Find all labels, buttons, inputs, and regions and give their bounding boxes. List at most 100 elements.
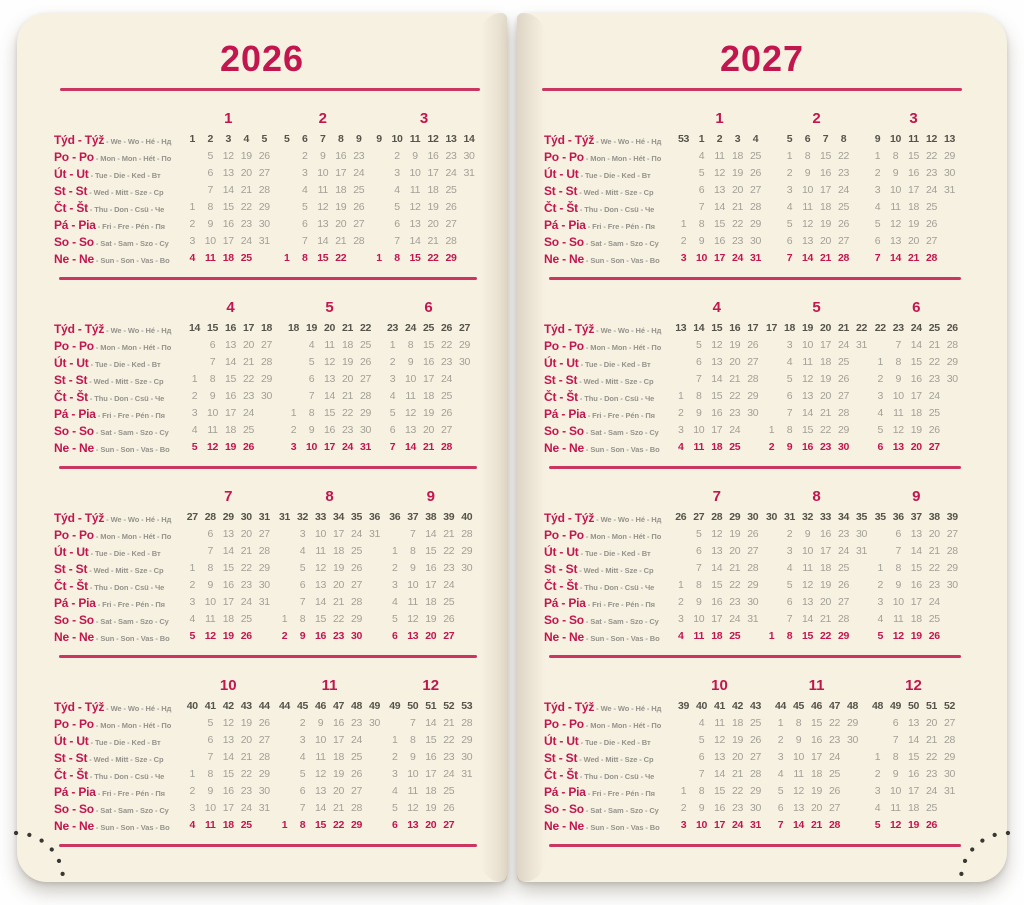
- day-number: 16: [222, 785, 234, 797]
- week-number: 10: [889, 133, 902, 145]
- day-number: 30: [458, 356, 471, 368]
- day-number: 16: [711, 596, 723, 608]
- week-number: 24: [910, 322, 922, 334]
- day-label-multilingual: - Sat - Sam - Szo - Су: [93, 617, 169, 626]
- day-numbers-row: 1 8 15 22 29: [386, 732, 476, 749]
- day-number: 12: [713, 734, 726, 746]
- day-numbers-row: 2 9 16 23 30: [763, 439, 871, 456]
- day-number: 10: [889, 785, 902, 797]
- day-number: [672, 526, 690, 543]
- day-number: 6: [698, 751, 705, 763]
- day-number: 16: [425, 751, 437, 763]
- day-row-label: Týd - Týž - We - Wo - Hé - Нд: [544, 509, 671, 526]
- week-number: 8: [337, 133, 344, 145]
- day-numbers-row: 4 11 18 25: [386, 594, 476, 611]
- sunday-number: 28: [440, 441, 453, 453]
- day-numbers-row: 1 8 15 22 29: [384, 337, 474, 354]
- day-numbers-row: 4 11 18 25: [278, 182, 368, 199]
- sunday-number: 3: [680, 252, 687, 264]
- month-slot: 11 44 45 46 47 48 1 8 15 22 29 2 9 16 23 30 3 10 17 24 4 11 18…: [768, 674, 865, 834]
- day-number: 29: [749, 785, 762, 797]
- day-numbers-row: 6 13 20 27: [675, 182, 765, 199]
- day-number: [366, 594, 384, 611]
- day-number: 28: [461, 528, 473, 540]
- day-number: 24: [350, 734, 363, 746]
- day-number: [871, 337, 889, 354]
- day-number: 21: [240, 751, 252, 763]
- day-number: 20: [242, 339, 255, 351]
- day-number: 24: [928, 390, 940, 402]
- day-row-label: Týd - Týž - We - Wo - Hé - Нд: [544, 698, 671, 715]
- day-numbers-row: 2 9 16 23 30: [672, 594, 762, 611]
- sunday-number: 10: [305, 441, 318, 453]
- day-number: 8: [207, 562, 214, 574]
- day-number: [456, 388, 474, 405]
- month-number: 5: [812, 299, 821, 316]
- day-numbers-row: 1 8 15 22 29: [370, 250, 478, 267]
- day-number: 30: [747, 407, 759, 419]
- day-number: [276, 783, 294, 800]
- day-number: 29: [258, 562, 270, 574]
- week-number: 32: [801, 511, 814, 523]
- sunday-number: 27: [443, 819, 455, 831]
- day-label-multilingual: - Wed - Mitt - Sze - Ср: [577, 755, 654, 764]
- day-number: 25: [925, 802, 938, 814]
- day-number: 1: [290, 407, 297, 419]
- sunday-number: 25: [729, 441, 741, 453]
- day-row-label: Čt - Št - Thu - Don - Csü - Че: [54, 766, 181, 783]
- day-number: 2: [290, 424, 297, 436]
- day-number: 5: [698, 734, 705, 746]
- day-number: 18: [819, 201, 832, 213]
- day-number: 19: [910, 424, 922, 436]
- day-number: 15: [711, 390, 723, 402]
- quarter-grid: Týd - Týž - We - Wo - Hé - Нд Po - Po - M…: [54, 296, 478, 456]
- day-numbers-row: 4 11 18 25: [386, 783, 476, 800]
- day-numbers-row: 5 12 19 26: [370, 199, 478, 216]
- day-number: 21: [925, 734, 938, 746]
- day-number: 24: [440, 373, 453, 385]
- week-numbers-row: 22 23 24 25 26: [871, 320, 961, 337]
- day-number: 5: [877, 424, 884, 436]
- day-number: 27: [445, 218, 457, 230]
- day-label-czech-slovak: Čt - Št: [544, 201, 578, 215]
- day-number: 31: [258, 235, 270, 247]
- day-numbers-row: 6 13 20 27: [763, 388, 871, 405]
- day-number: 27: [837, 596, 850, 608]
- day-numbers-row: 6 13 20 27: [869, 715, 959, 732]
- day-numbers-row: 7 14 21 28: [285, 388, 375, 405]
- day-number: [853, 371, 871, 388]
- day-number: 2: [301, 150, 308, 162]
- day-number: 13: [222, 528, 234, 540]
- day-number: 26: [925, 218, 938, 230]
- day-numbers-row: 2 9 16 23: [781, 165, 853, 182]
- day-number: 31: [943, 785, 956, 797]
- sunday-number: [941, 817, 959, 834]
- day-number: 10: [204, 596, 216, 608]
- day-number: 10: [407, 579, 419, 591]
- day-number: 6: [786, 596, 793, 608]
- day-number: 13: [222, 734, 234, 746]
- day-number: 23: [731, 802, 744, 814]
- day-number: 6: [299, 785, 306, 797]
- day-number: 6: [308, 373, 315, 385]
- day-number: 4: [391, 596, 398, 608]
- month-slot: 9 36 37 38 39 40 7 14 21 28 1 8 15 22 29 2 9 16 23 30 3 10 17 2…: [384, 485, 479, 645]
- day-number: [285, 371, 303, 388]
- day-number: 19: [341, 356, 354, 368]
- day-number: 7: [207, 751, 214, 763]
- day-label-czech-slovak: Po - Po: [54, 339, 94, 353]
- day-number: 23: [440, 356, 453, 368]
- day-label-czech-slovak: St - St: [54, 373, 88, 387]
- day-number: 1: [768, 424, 775, 436]
- day-number: 2: [391, 562, 398, 574]
- day-number: 9: [804, 528, 811, 540]
- day-label-czech-slovak: St - St: [54, 562, 88, 576]
- day-number: 15: [713, 785, 726, 797]
- day-numbers-row: 5 12 19 26: [675, 732, 765, 749]
- day-number: 22: [242, 373, 255, 385]
- day-number: [672, 371, 690, 388]
- week-number: 31: [278, 511, 291, 523]
- day-label-multilingual: - Mon - Mon - Hét - По: [93, 154, 172, 163]
- day-label-czech-slovak: Pá - Pia: [544, 785, 586, 799]
- sunday-number: 19: [907, 819, 920, 831]
